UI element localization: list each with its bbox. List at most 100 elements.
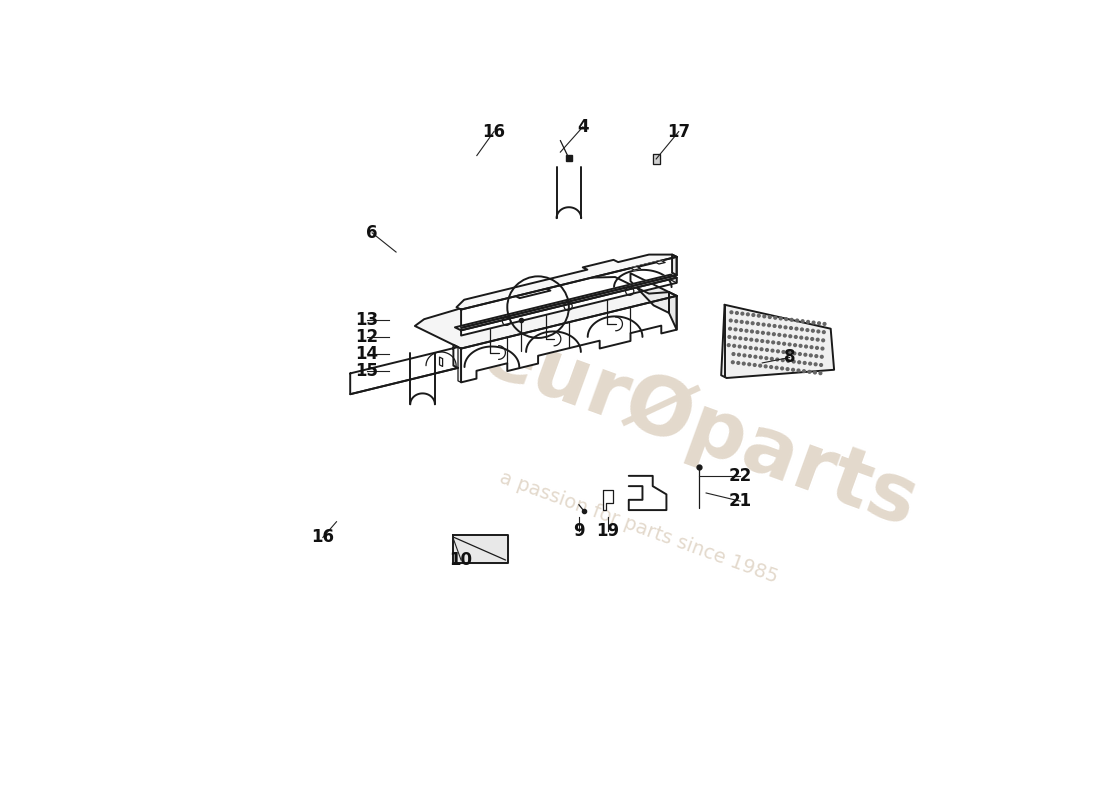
Polygon shape bbox=[440, 357, 442, 366]
Circle shape bbox=[728, 335, 730, 338]
Circle shape bbox=[746, 321, 749, 324]
Text: 16: 16 bbox=[311, 529, 334, 546]
Circle shape bbox=[748, 354, 751, 358]
Circle shape bbox=[774, 316, 777, 319]
Circle shape bbox=[770, 366, 772, 369]
Circle shape bbox=[776, 358, 779, 361]
Circle shape bbox=[815, 346, 818, 350]
Circle shape bbox=[801, 328, 803, 330]
Text: 13: 13 bbox=[355, 311, 378, 330]
Circle shape bbox=[823, 322, 826, 326]
Circle shape bbox=[767, 332, 770, 335]
Circle shape bbox=[754, 364, 756, 366]
Circle shape bbox=[810, 354, 812, 357]
Circle shape bbox=[822, 339, 825, 342]
Circle shape bbox=[762, 323, 764, 326]
Circle shape bbox=[751, 322, 754, 325]
Circle shape bbox=[808, 370, 811, 373]
Circle shape bbox=[738, 345, 741, 348]
Circle shape bbox=[745, 338, 747, 340]
Polygon shape bbox=[453, 535, 507, 562]
Circle shape bbox=[795, 327, 798, 330]
Circle shape bbox=[728, 327, 732, 330]
Circle shape bbox=[756, 330, 759, 334]
Circle shape bbox=[764, 365, 767, 368]
Circle shape bbox=[779, 326, 781, 328]
Circle shape bbox=[759, 364, 761, 367]
Circle shape bbox=[817, 330, 820, 333]
Circle shape bbox=[770, 358, 773, 360]
Circle shape bbox=[771, 350, 774, 352]
Circle shape bbox=[759, 356, 762, 359]
Circle shape bbox=[793, 352, 795, 354]
Circle shape bbox=[733, 345, 736, 347]
Circle shape bbox=[766, 349, 769, 351]
Circle shape bbox=[800, 336, 803, 339]
Circle shape bbox=[750, 330, 754, 333]
Polygon shape bbox=[350, 345, 458, 394]
Circle shape bbox=[781, 367, 783, 370]
Circle shape bbox=[738, 354, 740, 356]
Polygon shape bbox=[671, 274, 676, 283]
Circle shape bbox=[821, 347, 824, 350]
Circle shape bbox=[761, 331, 764, 334]
Circle shape bbox=[806, 321, 810, 323]
Polygon shape bbox=[456, 254, 676, 310]
Circle shape bbox=[792, 369, 794, 371]
Text: 4: 4 bbox=[578, 118, 588, 136]
Polygon shape bbox=[415, 277, 676, 349]
Circle shape bbox=[812, 321, 815, 324]
Circle shape bbox=[734, 336, 736, 339]
Circle shape bbox=[806, 329, 808, 331]
Circle shape bbox=[744, 346, 747, 349]
Circle shape bbox=[756, 339, 758, 342]
Circle shape bbox=[768, 324, 770, 326]
Circle shape bbox=[786, 359, 790, 362]
Circle shape bbox=[804, 354, 806, 356]
Circle shape bbox=[748, 363, 750, 366]
Circle shape bbox=[800, 345, 802, 347]
Circle shape bbox=[794, 344, 796, 346]
Circle shape bbox=[798, 369, 800, 372]
Circle shape bbox=[817, 322, 821, 325]
Circle shape bbox=[805, 345, 807, 348]
Circle shape bbox=[803, 370, 805, 373]
Circle shape bbox=[778, 334, 781, 336]
Polygon shape bbox=[604, 490, 613, 510]
Polygon shape bbox=[630, 274, 669, 313]
Text: 19: 19 bbox=[596, 522, 619, 540]
Circle shape bbox=[820, 372, 822, 374]
Polygon shape bbox=[461, 296, 676, 382]
Circle shape bbox=[744, 354, 746, 357]
Circle shape bbox=[784, 326, 786, 329]
Circle shape bbox=[788, 351, 790, 354]
Polygon shape bbox=[461, 257, 676, 328]
Circle shape bbox=[740, 321, 744, 323]
Circle shape bbox=[820, 364, 823, 366]
Polygon shape bbox=[461, 278, 676, 335]
Circle shape bbox=[761, 340, 763, 342]
Circle shape bbox=[814, 371, 816, 374]
Text: 9: 9 bbox=[573, 522, 584, 540]
Circle shape bbox=[811, 338, 814, 340]
Polygon shape bbox=[672, 254, 676, 275]
Polygon shape bbox=[630, 261, 666, 270]
Text: eurØparts: eurØparts bbox=[471, 314, 928, 544]
Circle shape bbox=[734, 328, 737, 330]
Circle shape bbox=[773, 325, 776, 327]
Circle shape bbox=[789, 335, 792, 338]
Circle shape bbox=[737, 362, 739, 364]
Text: 15: 15 bbox=[355, 362, 378, 380]
Circle shape bbox=[755, 347, 758, 350]
Circle shape bbox=[727, 344, 730, 346]
Circle shape bbox=[803, 362, 806, 364]
Circle shape bbox=[810, 346, 813, 349]
Circle shape bbox=[816, 338, 820, 341]
Circle shape bbox=[772, 333, 775, 335]
Polygon shape bbox=[458, 347, 461, 382]
Text: 10: 10 bbox=[450, 551, 473, 569]
Text: 16: 16 bbox=[483, 122, 505, 141]
Circle shape bbox=[749, 346, 752, 350]
Circle shape bbox=[763, 315, 766, 318]
Polygon shape bbox=[652, 154, 660, 165]
